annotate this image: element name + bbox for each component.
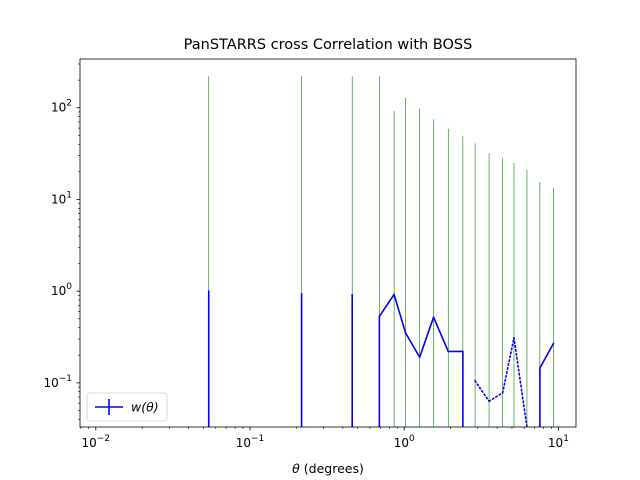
x-tick-label: 10−2 [82, 434, 111, 450]
x-tick-label: 100 [394, 434, 415, 450]
series-line-segment [404, 332, 421, 359]
y-tick-label: 100 [51, 282, 72, 298]
y-axis: 10−1 100 101 102 [43, 63, 80, 420]
chart-title: PanSTARRS cross Correlation with BOSS [184, 37, 473, 53]
series-line-segment [378, 293, 395, 318]
legend: w(θ) [86, 392, 168, 422]
series-dotted-segment [513, 336, 528, 427]
series-line-segment [393, 293, 407, 334]
y-tick-label: 102 [51, 99, 72, 115]
series-dotted-segment [474, 380, 490, 403]
series-dotted-segment [488, 391, 504, 403]
series-line-segment [418, 316, 435, 359]
plot-content [207, 76, 555, 427]
x-axis-label: θ (degrees) [292, 461, 364, 476]
y-tick-label: 10−1 [43, 374, 72, 390]
x-tick-label: 101 [548, 434, 569, 450]
series-line-segment [539, 342, 555, 369]
axes-frame [79, 58, 577, 428]
x-axis: 10−2 10−1 100 101 [80, 427, 569, 450]
legend-label: w(θ) [131, 400, 159, 415]
x-tick-label: 10−1 [236, 434, 265, 450]
plot-area [207, 76, 555, 427]
legend-box [86, 392, 168, 422]
y-tick-label: 101 [51, 190, 72, 206]
series-dotted-segment [501, 336, 515, 394]
series-line-segment [432, 316, 450, 353]
